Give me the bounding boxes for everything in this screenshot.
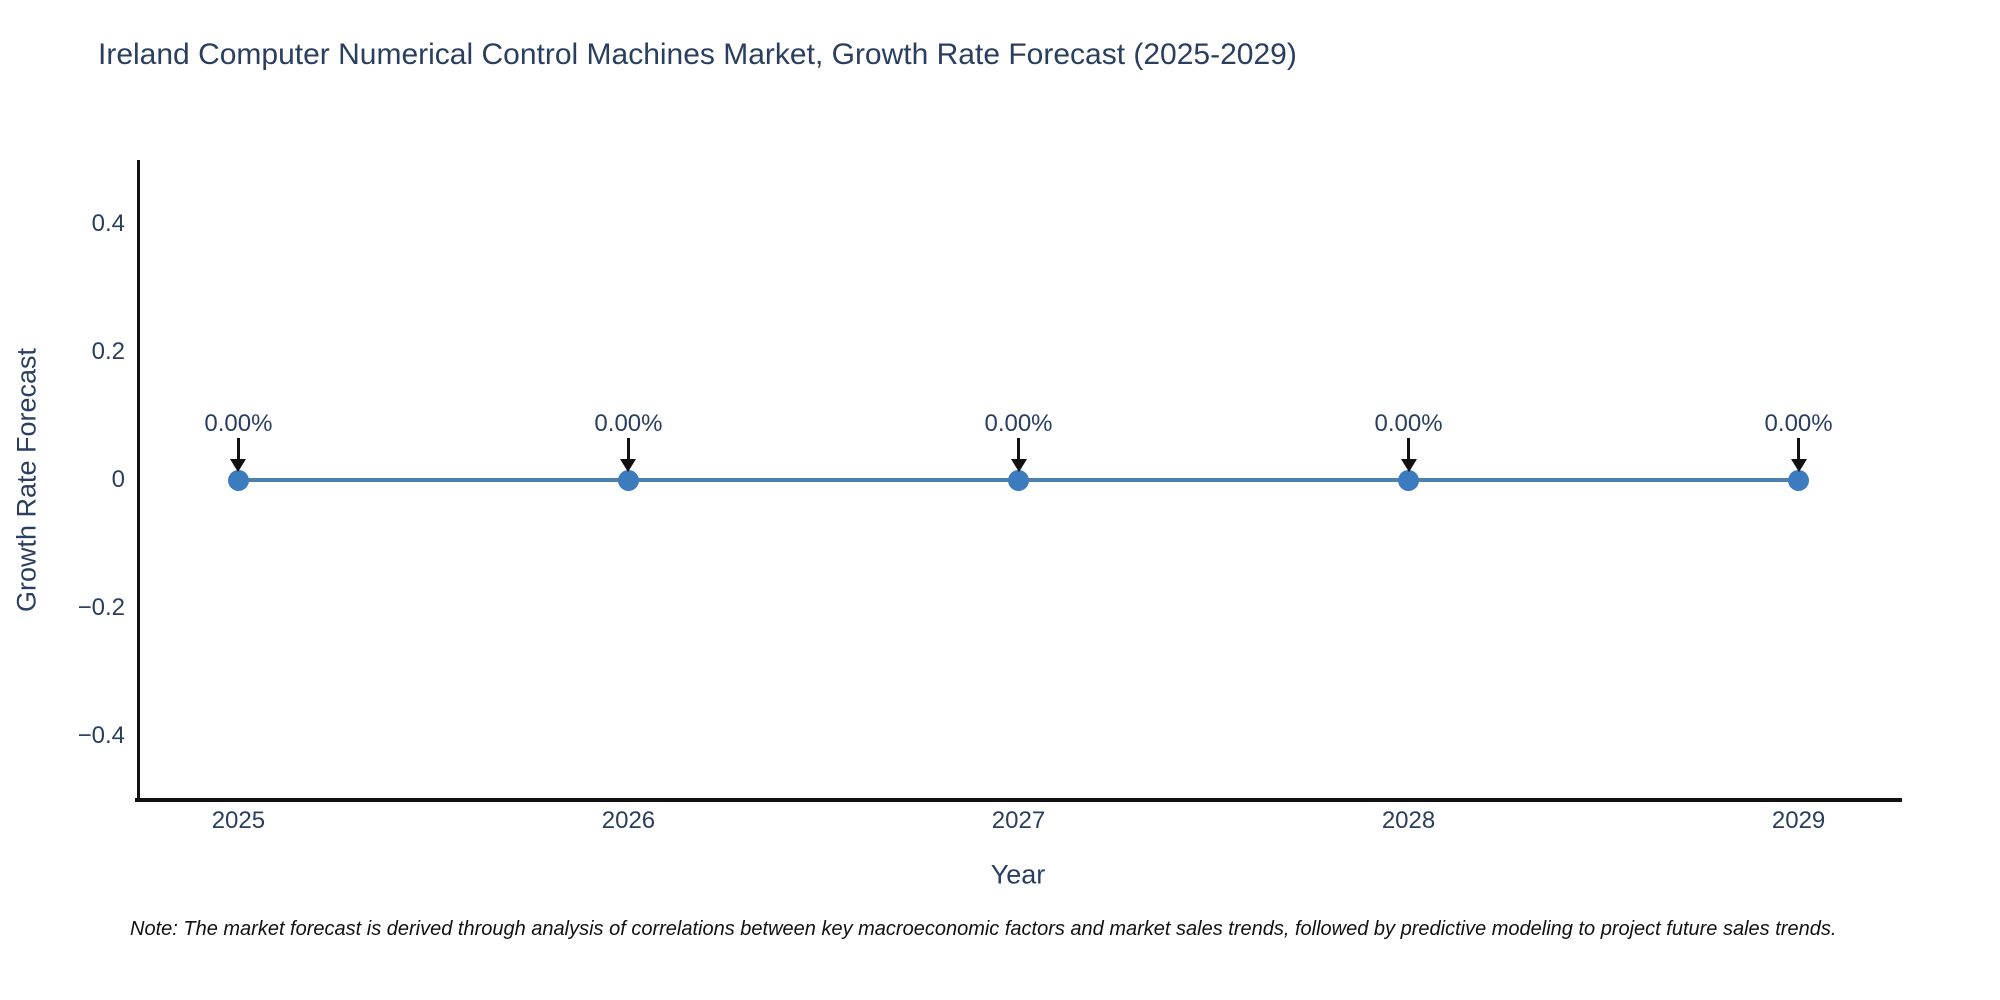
data-point-marker	[617, 469, 639, 491]
x-tick-label: 2028	[1381, 807, 1436, 834]
data-point-marker	[1008, 469, 1029, 491]
data-point-marker	[1788, 469, 1810, 491]
annotation-arrow-icon	[1017, 438, 1020, 460]
x-tick-label: 2027	[991, 807, 1046, 834]
data-point-marker	[1398, 469, 1420, 491]
y-tick-label: −0.4	[77, 722, 125, 749]
annotation-arrowhead-icon	[1400, 459, 1417, 472]
data-point-label: 0.00%	[984, 410, 1053, 437]
chart-note: Note: The market forecast is derived thr…	[130, 918, 1837, 940]
annotation-arrowhead-icon	[1010, 459, 1027, 472]
annotation-arrowhead-icon	[620, 459, 637, 472]
y-tick-label: 0.4	[91, 210, 125, 237]
chart-title: Ireland Computer Numerical Control Machi…	[98, 38, 1297, 71]
y-tick-label: −0.2	[77, 594, 125, 621]
y-tick-label: 0.2	[91, 338, 125, 365]
data-point-label: 0.00%	[594, 410, 663, 437]
x-axis-title: Year	[990, 859, 1046, 890]
x-tick-label: 2026	[601, 807, 656, 834]
annotation-arrowhead-icon	[230, 459, 247, 472]
annotation-arrowhead-icon	[1790, 459, 1807, 472]
x-tick-label: 2029	[1771, 807, 1826, 834]
x-tick-label: 2025	[211, 807, 266, 834]
data-point-label: 0.00%	[1764, 410, 1833, 437]
annotation-arrow-icon	[1797, 438, 1801, 460]
data-point-label: 0.00%	[1374, 410, 1443, 437]
y-tick-label: 0	[111, 466, 125, 493]
data-point-marker	[227, 469, 249, 491]
data-point-label: 0.00%	[204, 410, 273, 437]
annotation-arrow-icon	[1407, 438, 1411, 460]
x-axis-line	[135, 798, 1902, 802]
annotation-arrow-icon	[236, 438, 240, 460]
y-axis-line	[137, 160, 140, 802]
annotation-arrow-icon	[626, 438, 630, 460]
